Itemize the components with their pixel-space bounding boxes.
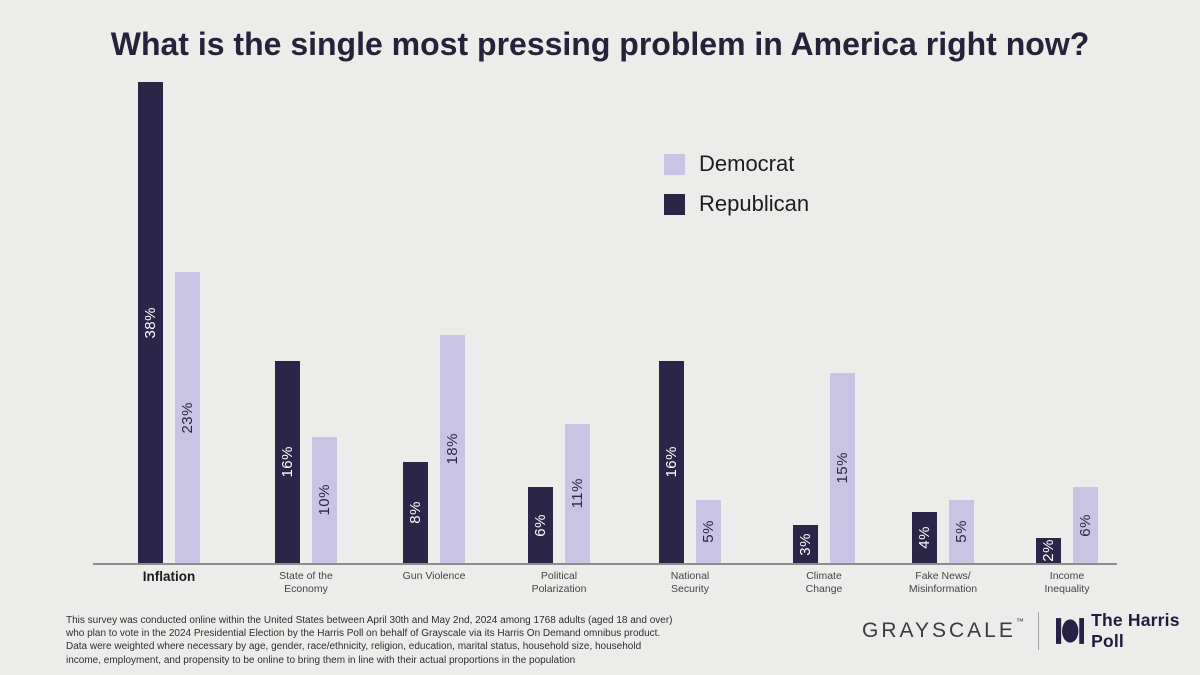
- legend-label: Republican: [699, 191, 810, 216]
- legend-item-democrat: Democrat: [664, 151, 809, 177]
- bar-group: 16% 10%: [275, 360, 337, 563]
- bar-value-label: 2%: [1040, 539, 1057, 562]
- survey-methodology-footnote: This survey was conducted online within …: [66, 615, 673, 666]
- bar-value-label: 18%: [444, 433, 461, 465]
- democrat-bar: 5%: [949, 499, 974, 563]
- republican-bar: 2%: [1036, 537, 1061, 563]
- democrat-bar: 5%: [696, 499, 721, 563]
- democrat-swatch-icon: [664, 153, 685, 175]
- bar-value-label: 15%: [834, 452, 851, 484]
- bar-group: 4% 5%: [912, 499, 974, 563]
- footer-brand-logos: GRAYSCALE™ The Harris Poll: [862, 610, 1200, 652]
- republican-swatch-icon: [664, 193, 685, 215]
- trademark-symbol: ™: [1015, 617, 1024, 626]
- bar-value-label: 6%: [532, 513, 549, 537]
- bar-group: 2% 6%: [1036, 487, 1098, 563]
- democrat-bar: 10%: [312, 436, 337, 563]
- bar-group: 38% 23%: [138, 82, 200, 563]
- category-label: State of the Economy: [279, 570, 333, 595]
- category-label: Gun Violence: [402, 570, 466, 582]
- bar-value-label: 11%: [569, 478, 586, 509]
- bar-value-label: 16%: [663, 446, 680, 478]
- logo-divider: [1037, 612, 1039, 650]
- bar-value-label: 5%: [700, 520, 717, 543]
- republican-bar: 8%: [403, 461, 428, 563]
- republican-bar: 38%: [138, 82, 163, 563]
- category-label: Political Polarization: [531, 570, 587, 595]
- bar-value-label: 5%: [953, 520, 970, 543]
- bar-group: 3% 15%: [793, 373, 855, 563]
- harris-poll-wordmark: The Harris Poll: [1091, 610, 1180, 651]
- legend-label: Democrat: [699, 151, 795, 176]
- bar-group: 16% 5%: [659, 360, 721, 563]
- legend-item-republican: Republican: [664, 191, 809, 217]
- democrat-bar: 18%: [440, 335, 465, 563]
- democrat-bar: 23%: [175, 272, 200, 563]
- category-label: Income Inequality: [1044, 570, 1090, 595]
- republican-bar: 16%: [659, 360, 684, 563]
- bar-value-label: 4%: [916, 526, 933, 550]
- harris-poll-logo: The Harris Poll: [1055, 610, 1200, 652]
- grayscale-logo: GRAYSCALE™: [862, 617, 1024, 642]
- democrat-bar: 11%: [565, 423, 590, 563]
- bar-value-label: 3%: [797, 532, 814, 556]
- bar-value-label: 16%: [279, 446, 296, 478]
- category-label: Fake News/ Misinformation: [908, 570, 978, 595]
- bar-group: 6% 11%: [528, 423, 590, 563]
- bar-value-label: 8%: [407, 501, 424, 524]
- category-label: National Security: [670, 570, 710, 595]
- bar-value-label: 10%: [316, 483, 333, 516]
- category-label: Inflation: [142, 569, 196, 584]
- harris-poll-icon: [1055, 618, 1085, 644]
- bar-group: 8% 18%: [403, 335, 465, 563]
- democrat-bar: 6%: [1073, 487, 1098, 563]
- bar-value-label: 38%: [142, 306, 159, 339]
- category-label: Climate Change: [805, 570, 843, 595]
- republican-bar: 6%: [528, 487, 553, 563]
- democrat-bar: 15%: [830, 373, 855, 563]
- x-axis-line: [93, 563, 1117, 565]
- republican-bar: 16%: [275, 360, 300, 563]
- republican-bar: 4%: [912, 512, 937, 563]
- chart-legend: Democrat Republican: [664, 151, 809, 231]
- bar-value-label: 23%: [179, 401, 196, 434]
- republican-bar: 3%: [793, 525, 818, 563]
- bar-value-label: 6%: [1077, 513, 1094, 537]
- chart-title: What is the single most pressing problem…: [110, 26, 1090, 62]
